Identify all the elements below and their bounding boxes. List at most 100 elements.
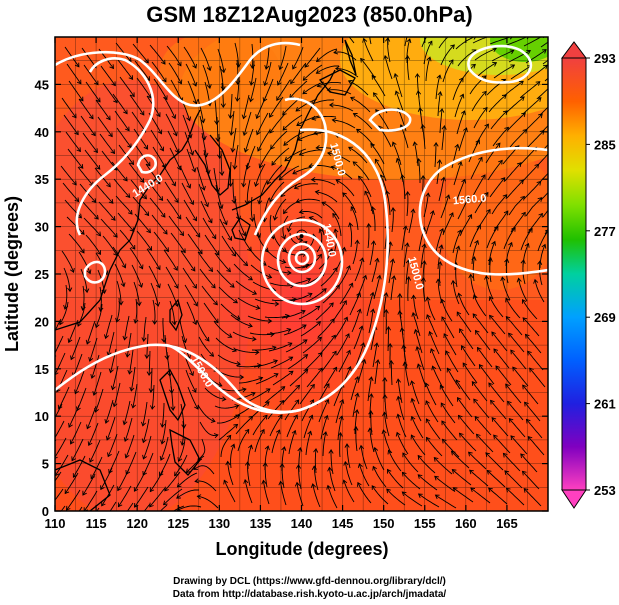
streamline-arrow — [368, 410, 374, 415]
streamline-arrow — [138, 264, 144, 270]
streamline-arrow — [284, 156, 290, 162]
streamline — [470, 487, 491, 504]
streamline — [296, 198, 321, 203]
streamline-arrow — [526, 37, 529, 40]
streamline — [302, 336, 322, 354]
streamline — [350, 206, 359, 231]
streamline — [82, 132, 98, 153]
streamline — [96, 184, 114, 204]
streamline — [472, 174, 486, 197]
streamline — [322, 431, 327, 457]
streamline — [136, 77, 152, 99]
streamline — [166, 45, 182, 67]
streamline-arrow — [510, 64, 516, 69]
streamline-arrow — [287, 270, 292, 276]
streamline — [369, 428, 375, 453]
streamline — [468, 451, 487, 470]
streamline — [386, 488, 406, 506]
streamline-arrow — [333, 49, 339, 55]
streamline-arrow — [94, 214, 99, 220]
streamline — [316, 48, 338, 62]
streamline-arrow — [281, 234, 287, 240]
streamline — [316, 147, 341, 152]
streamline — [234, 348, 259, 353]
streamline-arrow — [255, 305, 261, 310]
streamline-arrow — [528, 227, 533, 233]
streamline-arrow — [278, 65, 284, 71]
contour-1500-south — [55, 343, 301, 414]
streamline — [391, 207, 394, 233]
streamline — [323, 367, 337, 389]
streamline-arrow — [308, 163, 314, 169]
streamline — [170, 385, 174, 411]
streamline-arrow — [186, 116, 192, 122]
streamline-arrow — [86, 424, 91, 430]
streamline-arrow — [214, 318, 219, 324]
streamline-arrow — [473, 398, 478, 404]
streamline-arrow — [124, 453, 130, 459]
streamline — [234, 144, 239, 169]
coastline-china — [55, 109, 201, 331]
streamline — [488, 241, 496, 266]
streamline — [161, 403, 165, 428]
streamline-arrow — [243, 261, 249, 267]
streamline — [204, 234, 220, 256]
streamline-arrow — [157, 129, 163, 135]
streamline — [134, 213, 151, 233]
streamline — [447, 368, 461, 390]
streamline — [352, 240, 358, 265]
streamline-arrow — [164, 486, 169, 492]
streamline — [455, 379, 471, 401]
streamline-arrow — [190, 266, 196, 272]
streamline — [440, 44, 455, 66]
streamline — [179, 165, 191, 189]
streamline — [417, 455, 436, 474]
streamline — [425, 382, 437, 406]
streamline-arrow — [473, 37, 477, 40]
streamline-arrow — [478, 156, 483, 162]
streamline-arrow — [509, 37, 513, 40]
streamline-arrow — [72, 113, 77, 119]
streamline-arrow — [311, 465, 317, 471]
streamline-arrow — [474, 239, 480, 245]
streamline — [520, 453, 538, 473]
streamline-arrow — [270, 144, 275, 150]
streamline — [65, 131, 81, 152]
streamline — [288, 293, 313, 302]
colorbar-label: 277 — [594, 224, 616, 239]
streamline — [539, 261, 543, 286]
streamline — [134, 298, 138, 324]
streamline-arrow — [430, 26, 434, 30]
streamline — [55, 352, 66, 376]
streamline-arrow — [474, 329, 480, 335]
streamline-arrow — [247, 323, 253, 328]
streamline — [88, 422, 99, 446]
streamline — [218, 286, 238, 304]
streamline — [230, 314, 253, 327]
streamline-arrow — [248, 275, 254, 281]
streamline-arrow — [345, 333, 350, 339]
streamline-arrow — [253, 182, 259, 188]
streamline — [437, 279, 443, 304]
streamline-arrow — [277, 80, 282, 86]
streamline-arrow — [553, 98, 557, 102]
streamline — [542, 209, 548, 218]
streamline — [55, 403, 63, 419]
streamline — [506, 487, 525, 506]
streamline — [426, 418, 441, 440]
streamline — [111, 161, 128, 182]
streamline — [469, 469, 489, 487]
streamline-arrow — [302, 89, 308, 95]
streamline-arrow — [342, 300, 347, 305]
streamline-arrow — [160, 439, 166, 445]
streamline — [435, 228, 444, 253]
streamline — [453, 161, 462, 186]
streamline-arrow — [123, 109, 128, 115]
streamline-arrow — [508, 241, 513, 247]
streamline — [213, 320, 232, 338]
streamline — [66, 489, 81, 511]
streamline-arrow — [233, 423, 239, 429]
streamline — [335, 399, 344, 424]
streamline-arrow — [295, 106, 301, 112]
streamline — [316, 65, 340, 74]
